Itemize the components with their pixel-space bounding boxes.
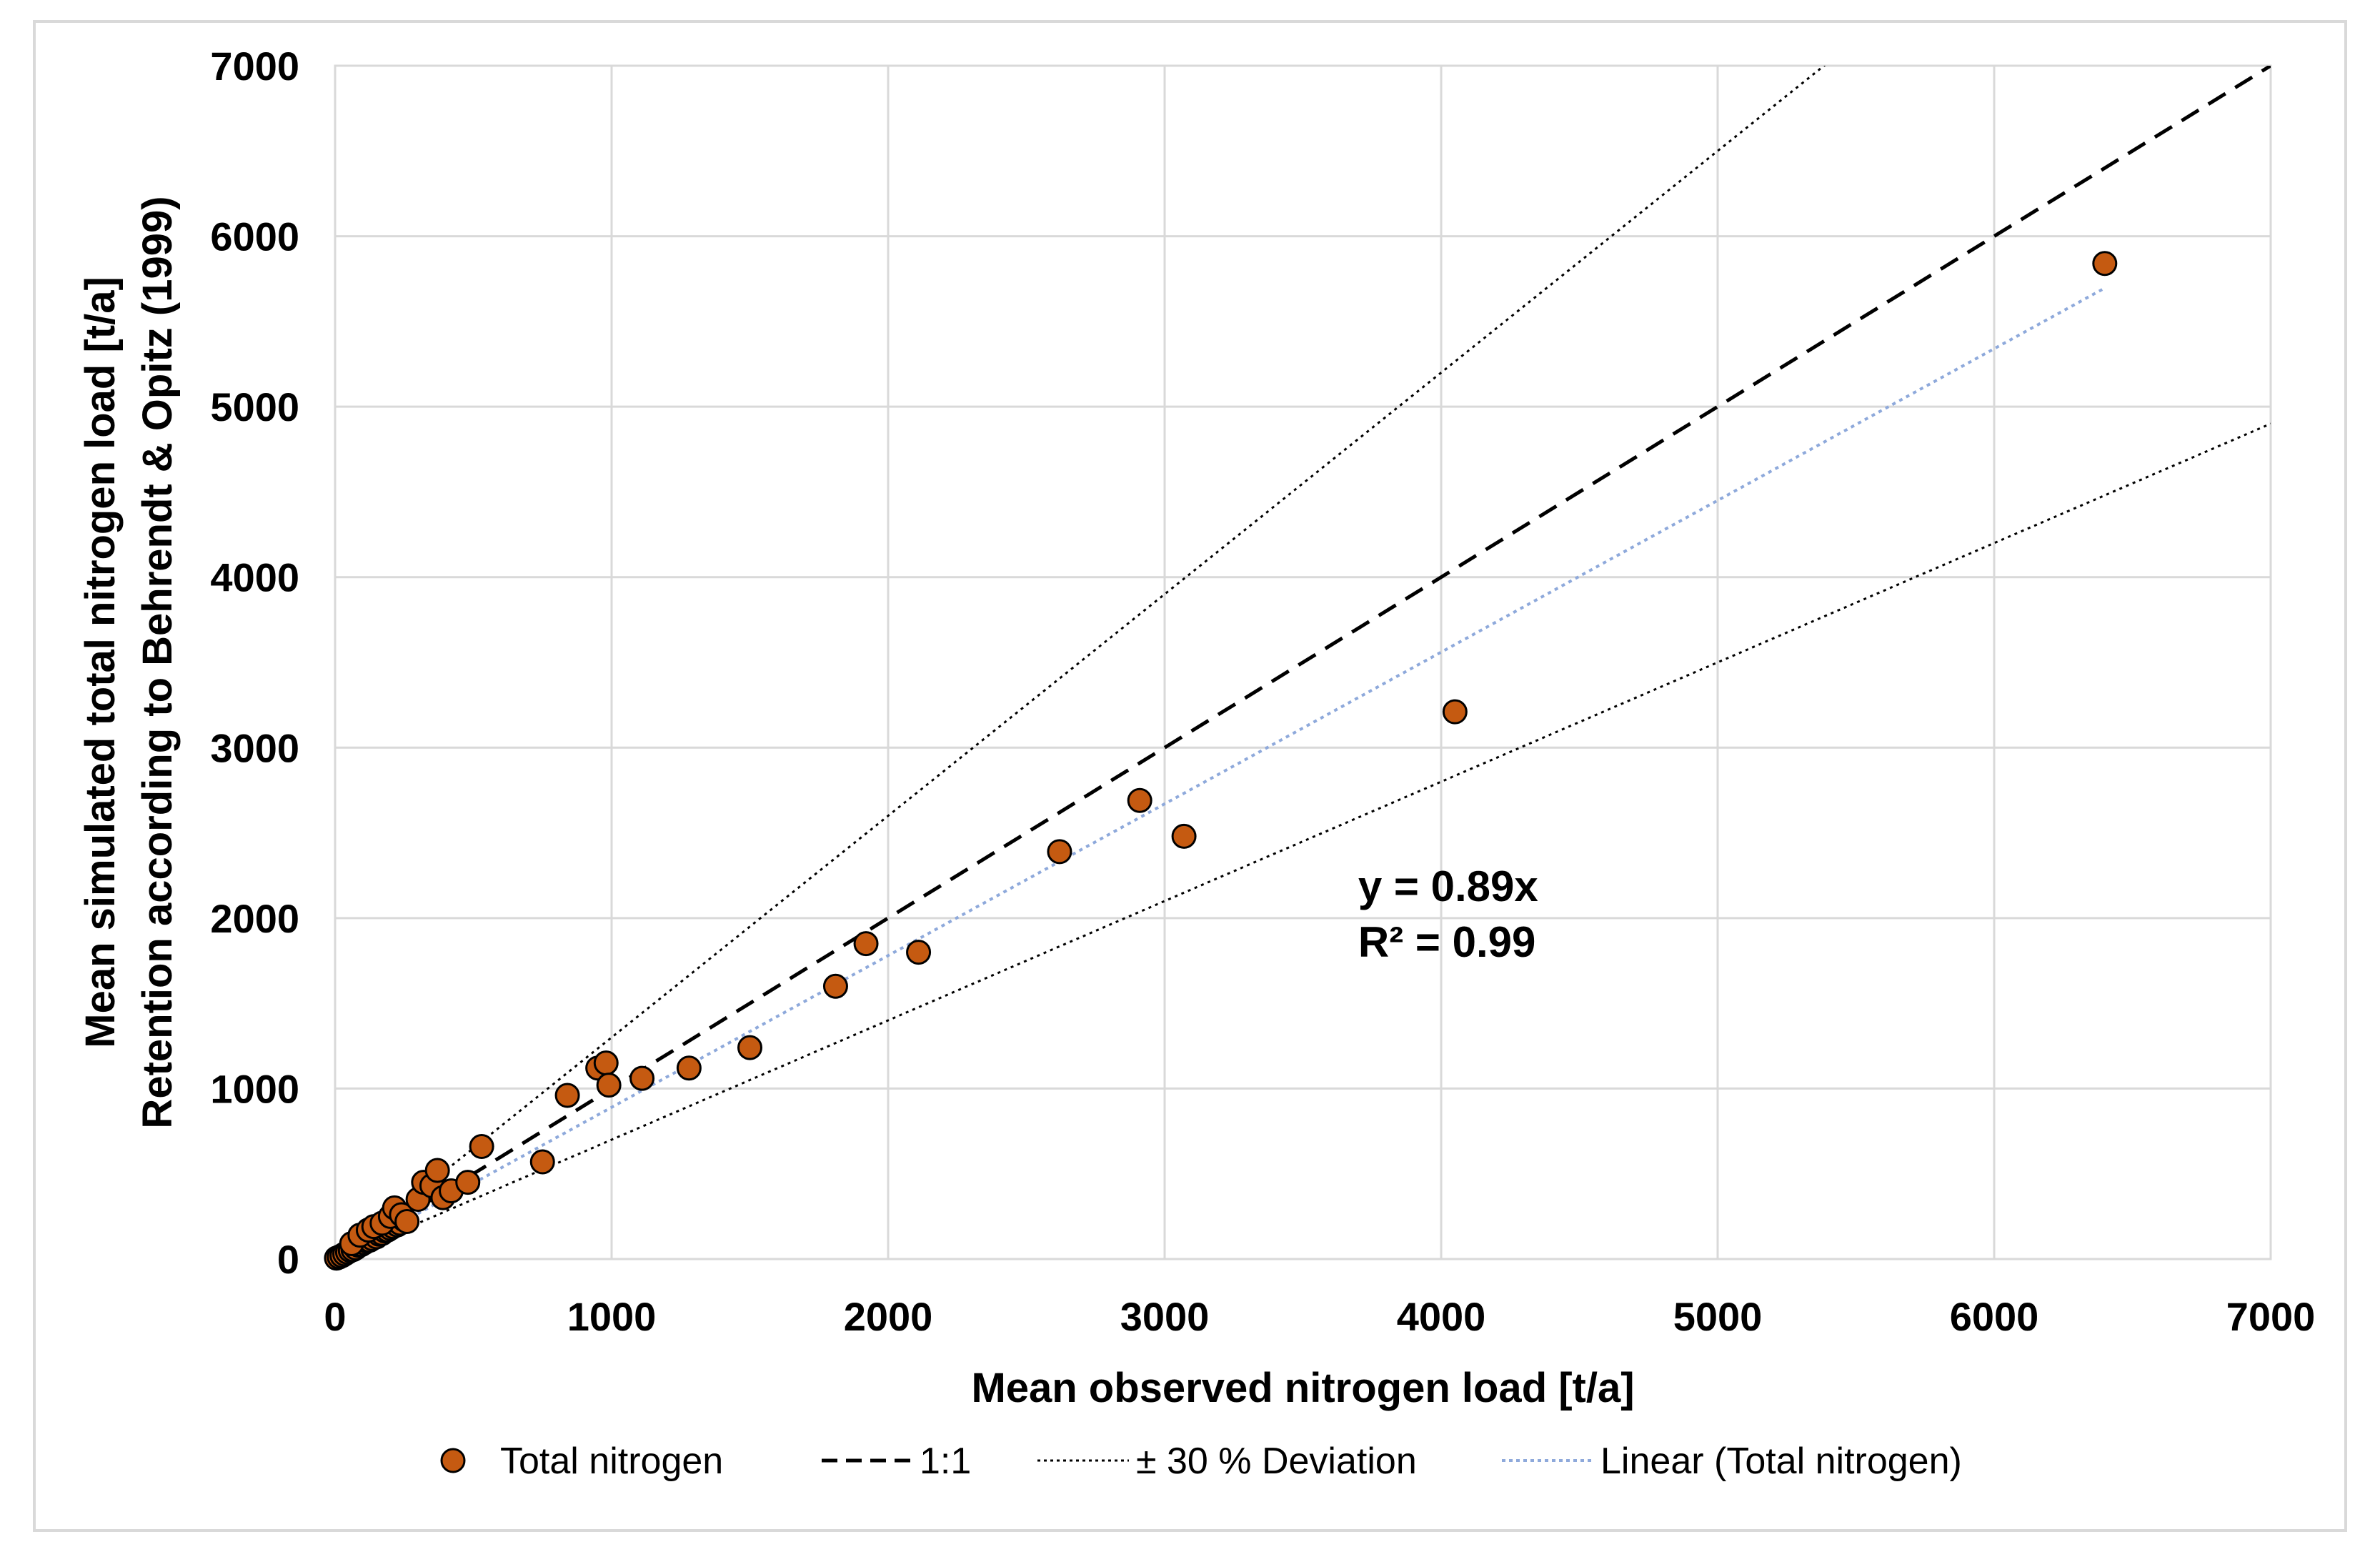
data-point: [593, 1050, 619, 1076]
data-point: [1047, 839, 1072, 865]
deviation-line: [335, 422, 2271, 1259]
x-tick-label: 5000: [1673, 1294, 1763, 1339]
x-axis-title: Mean observed nitrogen load [t/a]: [971, 1365, 1634, 1411]
deviation-line: [335, 66, 1826, 1259]
legend-label-total-nitrogen: Total nitrogen: [500, 1441, 723, 1482]
data-point: [822, 973, 848, 999]
scatter-chart: 0 1000 2000 3000 4000 5000 6000 7000 0 1000 2000 3…: [77, 44, 2315, 1482]
x-tick-label: 7000: [2226, 1294, 2316, 1339]
y-tick-label: 1000: [210, 1066, 299, 1111]
legend-marker-total-nitrogen: [440, 1448, 466, 1473]
y-tick-labels: 0 1000 2000 3000 4000 5000 6000 7000: [210, 44, 299, 1282]
data-point: [554, 1083, 580, 1108]
data-point: [629, 1065, 655, 1091]
data-point: [1127, 787, 1152, 813]
x-tick-label: 2000: [844, 1294, 933, 1339]
trendline-r-squared: R² = 0.99: [1358, 918, 1535, 966]
y-tick-label: 0: [277, 1237, 299, 1282]
data-point: [596, 1073, 622, 1098]
x-tick-label: 3000: [1120, 1294, 1210, 1339]
legend-label-deviation: ± 30 % Deviation: [1136, 1441, 1417, 1482]
data-point: [676, 1055, 702, 1081]
trendline-equation: y = 0.89x: [1358, 862, 1538, 910]
linear-trendline: [335, 287, 2106, 1259]
y-tick-label: 3000: [210, 725, 299, 770]
y-tick-label: 7000: [210, 44, 299, 89]
data-point: [394, 1209, 420, 1235]
chart-frame: 0 1000 2000 3000 4000 5000 6000 7000 0 1000 2000 3…: [33, 20, 2347, 1532]
data-point: [2092, 251, 2118, 277]
one-to-one-line: [335, 66, 2271, 1259]
data-point: [455, 1170, 481, 1195]
data-point: [424, 1158, 450, 1183]
y-tick-label: 6000: [210, 214, 299, 259]
grid-lines: [334, 64, 2272, 1260]
y-axis-title-line-2: Retention according to Behrendt & Opitz …: [134, 196, 181, 1128]
legend-label-linear-trend: Linear (Total nitrogen): [1600, 1441, 1962, 1482]
y-tick-label: 5000: [210, 384, 299, 429]
y-tick-label: 2000: [210, 896, 299, 941]
data-point: [853, 931, 879, 957]
data-point: [1442, 699, 1468, 725]
data-point: [737, 1035, 762, 1060]
x-tick-label: 1000: [567, 1294, 657, 1339]
y-axis-title-line-1: Mean simulated total nitrogen load [t/a]: [77, 277, 124, 1048]
data-points: [324, 251, 2118, 1271]
data-point: [906, 940, 932, 965]
legend-label-one-to-one: 1:1: [920, 1441, 971, 1482]
x-tick-label: 0: [324, 1294, 346, 1339]
data-point: [529, 1149, 555, 1175]
x-tick-labels: 0 1000 2000 3000 4000 5000 6000 7000: [324, 1294, 2315, 1339]
y-tick-label: 4000: [210, 555, 299, 600]
reference-lines: [335, 66, 2271, 1259]
legend: Total nitrogen 1:1 ± 30 % Deviation Line…: [440, 1441, 1962, 1482]
x-tick-label: 6000: [1950, 1294, 2039, 1339]
x-tick-label: 4000: [1397, 1294, 1486, 1339]
data-point: [1171, 823, 1197, 849]
data-point: [469, 1134, 494, 1160]
